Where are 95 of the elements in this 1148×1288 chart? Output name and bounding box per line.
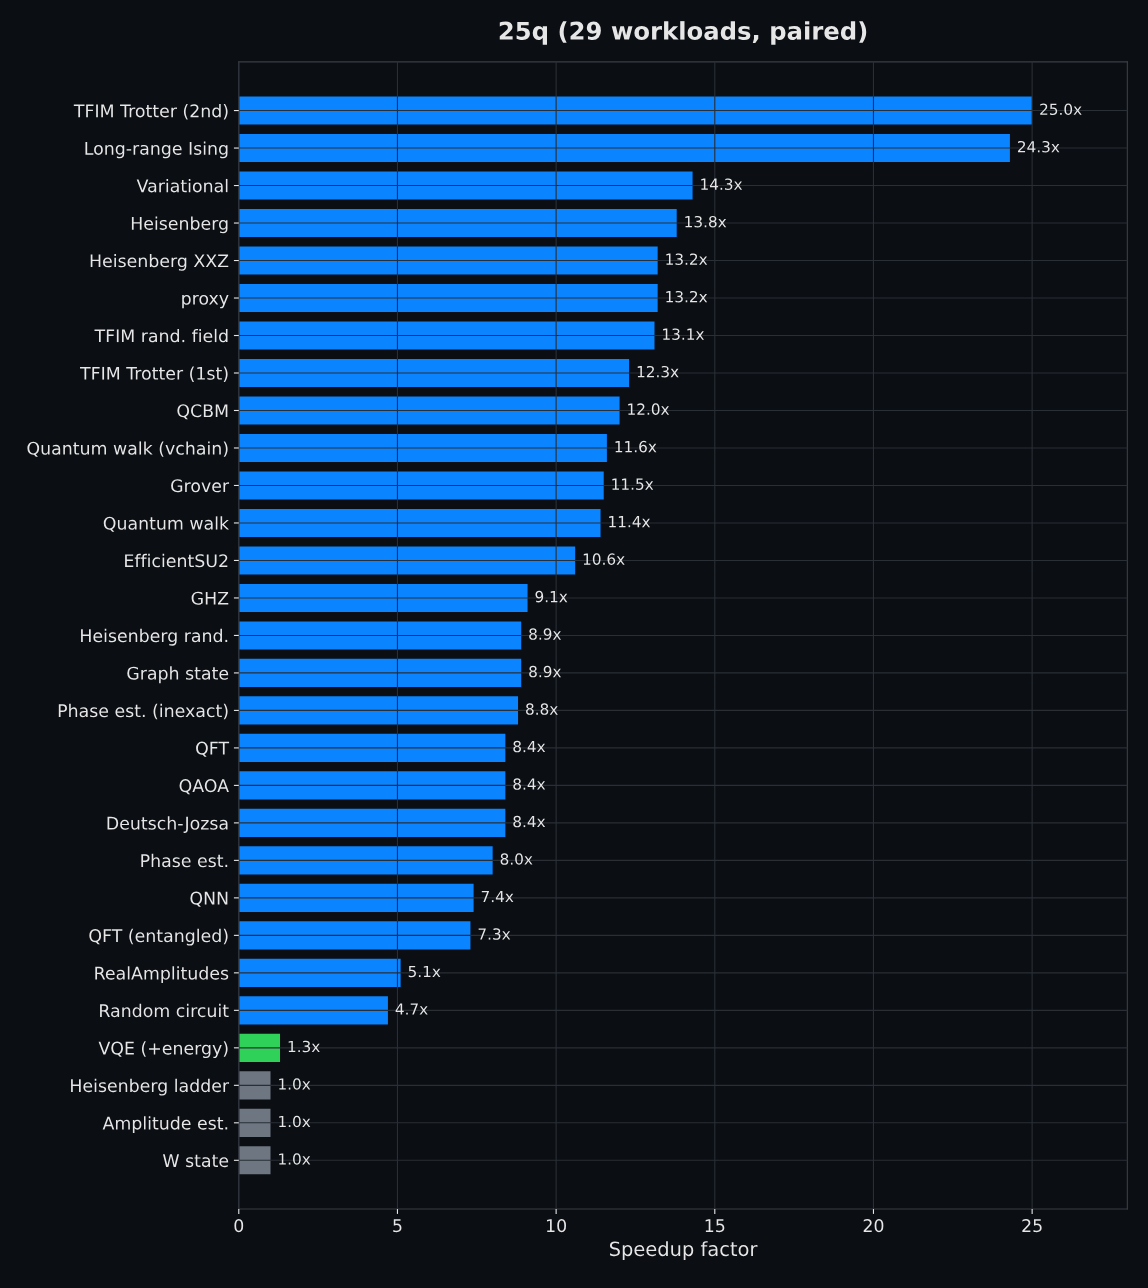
data-label: 8.4x — [513, 740, 546, 753]
y-tick-label: Heisenberg — [131, 216, 228, 234]
bar — [238, 1033, 281, 1062]
data-label: 8.4x — [513, 815, 546, 828]
bar — [238, 583, 528, 612]
data-label: 9.1x — [535, 590, 568, 603]
y-tick-label: Phase est. (inexact) — [58, 703, 228, 720]
bar — [238, 846, 493, 875]
y-tick-label: QCBM — [177, 404, 228, 420]
bar — [238, 96, 1033, 125]
y-tick-label: Variational — [136, 178, 228, 193]
data-label: 24.3x — [1017, 140, 1060, 153]
y-tick-label: proxy — [182, 294, 229, 309]
bar — [238, 1108, 271, 1137]
y-tick-label: Long-range Ising — [85, 141, 228, 159]
y-tick-label: QNN — [190, 891, 228, 907]
data-label: 1.0x — [279, 1115, 311, 1128]
data-label: 5.1x — [408, 965, 441, 978]
data-label: 12.3x — [637, 365, 679, 378]
bar — [238, 658, 522, 687]
y-tick-label: TFIM Trotter (2nd) — [73, 103, 228, 120]
bar — [238, 133, 1010, 163]
x-tick-label: 20 — [863, 1219, 884, 1233]
data-label: 13.8x — [685, 215, 727, 228]
bar — [238, 621, 522, 650]
y-tick-label: Quantum walk — [103, 516, 230, 532]
y-tick-label: Amplitude est. — [102, 1116, 228, 1134]
data-label: 11.6x — [615, 440, 657, 453]
data-label: 13.1x — [663, 328, 704, 340]
bar — [238, 1146, 271, 1175]
data-label: 8.8x — [526, 703, 558, 715]
data-label: 8.0x — [500, 853, 533, 865]
x-axis-title: Speedup factor — [609, 1241, 758, 1260]
bar — [238, 808, 506, 837]
y-tick-label: Deutsch-Jozsa — [107, 816, 228, 833]
y-tick-label: Heisenberg XXZ — [90, 253, 229, 271]
data-label: 1.0x — [279, 1153, 311, 1165]
y-tick-label: RealAmplitudes — [95, 966, 229, 984]
x-tick-label: 10 — [546, 1219, 567, 1233]
y-tick-label: TFIM rand. field — [94, 328, 228, 343]
y-tick-label: Random circuit — [100, 1003, 229, 1018]
y-tick-label: Quantum walk (vchain) — [27, 441, 228, 457]
bar — [238, 958, 401, 987]
y-tick-label: QFT — [196, 741, 230, 757]
x-tick-label: 15 — [705, 1219, 725, 1233]
bar — [238, 883, 474, 912]
y-tick-label: TFIM Trotter (1st) — [80, 366, 228, 382]
bar — [238, 921, 471, 950]
bar — [238, 996, 388, 1025]
y-tick-label: Grover — [171, 479, 230, 493]
data-label: 8.9x — [529, 665, 561, 678]
bar — [238, 433, 607, 463]
data-label: 12.0x — [628, 403, 670, 415]
bar — [238, 771, 506, 800]
y-tick-label: W state — [162, 1154, 229, 1168]
bar — [238, 733, 506, 762]
x-tick-label: 5 — [393, 1219, 402, 1233]
y-tick-label: Heisenberg ladder — [71, 1078, 230, 1096]
bar — [238, 321, 655, 350]
data-label: 25.0x — [1040, 103, 1082, 115]
data-label: 8.4x — [513, 778, 546, 790]
data-label: 14.3x — [701, 178, 743, 190]
x-tick-label: 0 — [234, 1219, 244, 1233]
data-label: 11.5x — [612, 478, 654, 490]
data-label: 1.0x — [279, 1078, 311, 1090]
data-label: 8.9x — [529, 628, 561, 640]
x-tick-label: 25 — [1022, 1219, 1042, 1233]
bar — [238, 396, 620, 425]
bar — [238, 246, 658, 275]
data-label: 10.6x — [583, 553, 625, 565]
bar — [238, 283, 658, 313]
data-label: 7.3x — [478, 928, 511, 940]
chart-title: 25q (29 workloads, paired) — [499, 21, 867, 45]
data-label: 13.2x — [666, 253, 708, 265]
bar — [238, 208, 677, 238]
y-tick-label: Phase est. — [141, 853, 228, 868]
data-label: 11.4x — [609, 516, 651, 528]
y-tick-label: Graph state — [127, 666, 229, 684]
bar — [238, 1071, 271, 1100]
y-tick-label: QAOA — [179, 779, 229, 795]
bar — [238, 471, 604, 500]
y-tick-label: GHZ — [191, 591, 229, 605]
data-label: 1.3x — [288, 1040, 320, 1053]
y-tick-label: EfficientSU2 — [125, 553, 228, 568]
bar — [238, 696, 519, 725]
bar — [238, 171, 693, 200]
bar — [238, 546, 576, 575]
data-label: 13.2x — [666, 290, 708, 303]
y-tick-label: VQE (+energy) — [98, 1041, 228, 1059]
data-label: 4.7x — [395, 1003, 428, 1015]
y-tick-label: QFT (entangled) — [89, 928, 228, 946]
data-label: 7.4x — [481, 890, 514, 903]
y-tick-label: Heisenberg rand. — [81, 628, 228, 646]
bar — [238, 508, 601, 538]
bar — [238, 358, 630, 388]
